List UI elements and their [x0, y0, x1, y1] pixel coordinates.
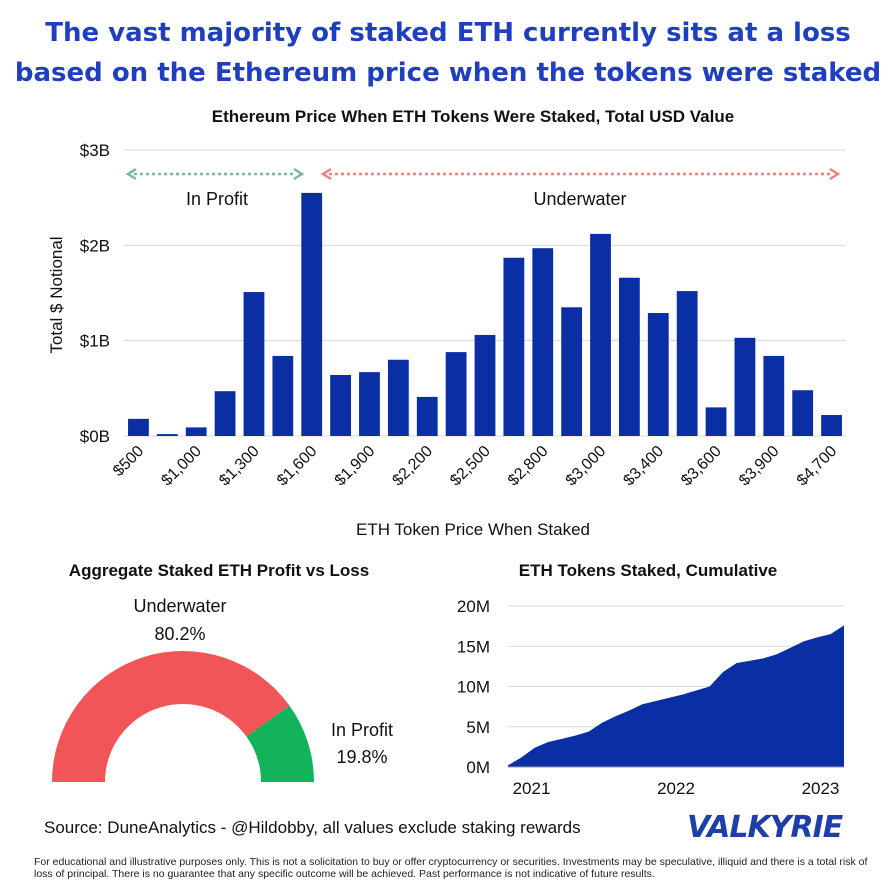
- bar-$1,300: [243, 292, 265, 436]
- bar-$2,350: [445, 352, 467, 436]
- bar-$2,650: [503, 257, 525, 436]
- disclaimer: For educational and illustrative purpose…: [34, 856, 868, 880]
- bar-$3,750: [734, 337, 756, 436]
- bar-x-tick-label: $3,900: [736, 443, 783, 490]
- headline-line-2: based on the Ethereum price when the tok…: [14, 58, 882, 88]
- in-profit-slice-value: 19.8%: [336, 747, 387, 767]
- bar-x-tick-label: $1,900: [332, 443, 379, 490]
- bar-$2,800: [532, 248, 554, 436]
- bar-x-axis-label: ETH Token Price When Staked: [356, 520, 590, 539]
- gauge-title: Aggregate Staked ETH Profit vs Loss: [69, 561, 369, 580]
- underwater-annotation: Underwater: [533, 189, 626, 209]
- bar-$3,500: [676, 291, 698, 436]
- bar-x-tick-label: $2,500: [447, 443, 494, 490]
- bar-$3,600: [705, 407, 727, 436]
- in-profit-annotation: In Profit: [186, 189, 248, 209]
- bar-$2,500: [474, 334, 496, 436]
- underwater-arrow-right-head: [829, 167, 841, 181]
- bar-$1,900: [359, 372, 380, 436]
- bar-$1,600: [301, 192, 323, 436]
- underwater-slice-value: 80.2%: [154, 624, 205, 644]
- bar-$3,000: [590, 233, 611, 436]
- bar-$1,000: [185, 427, 207, 436]
- bar-$4,300: [792, 390, 814, 436]
- bar-$750: [156, 434, 178, 436]
- area-y-tick-label: 20M: [457, 597, 490, 616]
- area-y-tick-label: 15M: [457, 637, 490, 656]
- bar-$3,400: [647, 313, 669, 436]
- bar-x-tick-label: $3,400: [620, 443, 667, 490]
- area-x-tick-label: 2022: [657, 779, 695, 798]
- area-y-tick-label: 5M: [466, 718, 490, 737]
- in-profit-arrow-left-head: [125, 167, 137, 181]
- gauge-slice-in-profit: [246, 705, 314, 782]
- area-series-staked-eth: [508, 625, 844, 767]
- bar-$1,150: [214, 391, 236, 436]
- bar-y-axis-label: Total $ Notional: [47, 236, 66, 353]
- bar-x-tick-label: $500: [110, 443, 147, 480]
- bar-$2,200: [416, 396, 438, 436]
- area-x-tick-label: 2023: [802, 779, 840, 798]
- source-note: Source: DuneAnalytics - @Hildobby, all v…: [44, 818, 581, 837]
- in-profit-arrow-right-head: [293, 167, 305, 181]
- area-x-tick-label: 2021: [513, 779, 551, 798]
- area-y-tick-label: 10M: [457, 678, 490, 697]
- bar-y-tick-label: $0B: [80, 427, 110, 446]
- valkyrie-logo: VALKYRIE: [687, 810, 843, 845]
- underwater-arrow-left-head: [320, 167, 332, 181]
- bar-$3,900: [763, 355, 785, 436]
- bar-$4,700: [821, 415, 842, 436]
- area-y-tick-label: 0M: [466, 758, 490, 777]
- bar-x-tick-label: $3,600: [678, 443, 725, 490]
- bar-$3,200: [619, 277, 640, 436]
- in-profit-slice-label: In Profit: [331, 720, 393, 740]
- area-chart-title: ETH Tokens Staked, Cumulative: [519, 561, 778, 580]
- bar-x-tick-label: $1,300: [216, 443, 263, 490]
- bar-y-tick-label: $3B: [80, 141, 110, 160]
- bar-$2,900: [561, 307, 583, 436]
- bar-$1,450: [272, 355, 294, 436]
- bar-x-tick-label: $4,700: [794, 443, 841, 490]
- bar-y-tick-label: $2B: [80, 236, 110, 255]
- bar-y-tick-label: $1B: [80, 332, 110, 351]
- bar-x-tick-label: $2,800: [505, 443, 552, 490]
- bar-x-tick-label: $2,200: [389, 443, 436, 490]
- headline-line-1: The vast majority of staked ETH currentl…: [45, 18, 851, 48]
- bar-$2,050: [387, 359, 409, 436]
- bar-x-tick-label: $1,600: [274, 443, 321, 490]
- bar-x-tick-label: $1,000: [158, 443, 205, 490]
- bar-$1,750: [330, 374, 351, 436]
- bar-x-tick-label: $3,000: [563, 443, 610, 490]
- bar-chart-title: Ethereum Price When ETH Tokens Were Stak…: [212, 107, 734, 126]
- bar-$500: [128, 418, 149, 436]
- gauge-slice-underwater: [52, 651, 290, 782]
- underwater-slice-label: Underwater: [133, 596, 226, 616]
